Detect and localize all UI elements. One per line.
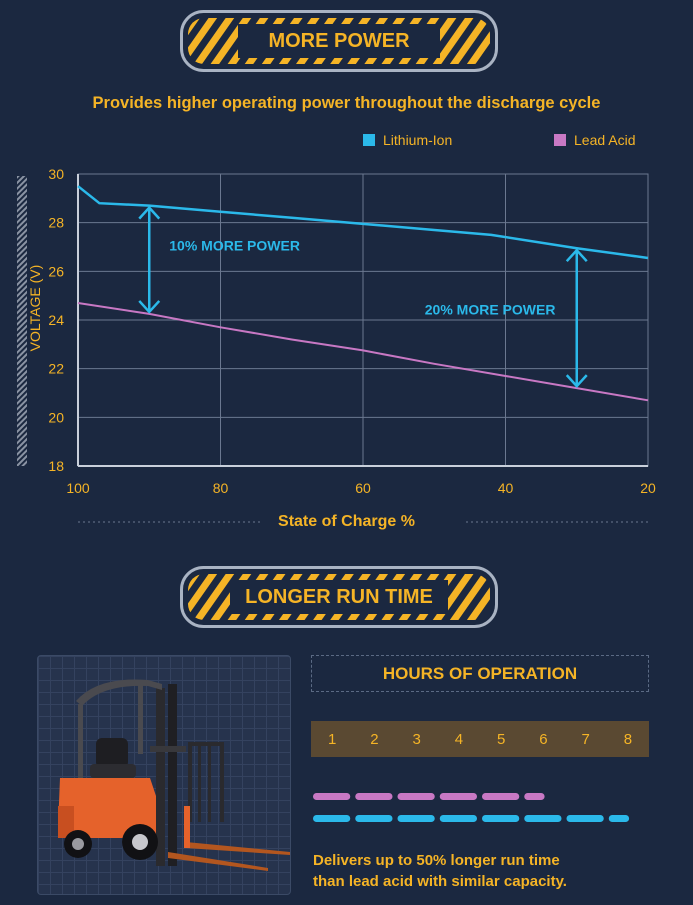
annotation-arrow: 10% MORE POWER: [138, 205, 300, 314]
legend-label-lead: Lead Acid: [574, 132, 636, 148]
y-tick-label: 28: [48, 215, 64, 231]
lead-acid-runtime-bar: [313, 793, 545, 800]
longer-run-time-banner: LONGER RUN TIME: [180, 566, 498, 628]
x-tick-label: 100: [66, 480, 90, 496]
hours-of-operation-heading: HOURS OF OPERATION: [311, 655, 649, 692]
runtime-segment: [397, 815, 435, 822]
runtime-segment: [355, 815, 393, 822]
legend-lead-acid: Lead Acid: [554, 132, 636, 148]
y-axis-stripe: [17, 176, 27, 466]
hour-tick: 7: [581, 730, 590, 748]
arrow-head-up: [565, 248, 588, 263]
hour-tick: 2: [370, 730, 379, 748]
y-tick-label: 18: [48, 458, 64, 474]
hour-tick: 1: [327, 730, 337, 748]
y-tick-label: 22: [48, 361, 64, 377]
runtime-segment: [524, 815, 562, 822]
runtime-description-line-2: than lead acid with similar capacity.: [313, 873, 567, 890]
runtime-segment: [313, 793, 351, 800]
more-power-banner: MORE POWER: [180, 10, 498, 72]
x-axis-label-rule: [78, 521, 648, 523]
runtime-bars: [313, 793, 630, 822]
banner-title: MORE POWER: [238, 24, 440, 58]
legend-swatch-lithium: [363, 134, 375, 146]
forklift-illustration: [58, 679, 290, 871]
hours-scale: 1 2 3 4 5 6 7 8: [311, 721, 649, 757]
runtime-segment: [355, 793, 393, 800]
x-tick-label: 80: [213, 480, 229, 496]
legend-lithium: Lithium-Ion: [363, 132, 452, 148]
y-tick-label: 26: [48, 263, 64, 279]
chart-title: Provides higher operating power througho…: [92, 94, 601, 112]
arrow-head-up: [138, 205, 161, 220]
y-tick-label: 30: [48, 166, 64, 182]
annotation-arrow: 20% MORE POWER: [425, 248, 588, 388]
lead-acid-line: [77, 301, 649, 402]
y-tick-label: 24: [48, 312, 64, 328]
runtime-segment: [397, 793, 435, 800]
runtime-segment: [313, 815, 351, 822]
runtime-segment: [566, 815, 604, 822]
legend-label-lithium: Lithium-Ion: [383, 132, 453, 148]
lithium-ion-line: [77, 185, 649, 260]
x-tick-label: 60: [355, 480, 371, 496]
x-axis-label: State of Charge %: [278, 513, 415, 530]
x-tick-label: 20: [640, 480, 656, 496]
hour-tick: 8: [623, 730, 633, 748]
runtime-segment: [482, 815, 520, 822]
annotation-label: 20% MORE POWER: [425, 301, 556, 317]
hour-tick: 3: [412, 730, 421, 748]
runtime-segment: [439, 793, 477, 800]
x-tick-label: 40: [498, 480, 514, 496]
y-tick-label: 20: [48, 409, 64, 425]
runtime-segment: [608, 815, 630, 822]
lithium-runtime-bar: [313, 815, 630, 822]
arrow-head-down: [138, 300, 161, 314]
runtime-description-line-1: Delivers up to 50% longer run time: [313, 852, 560, 869]
legend-swatch-lead: [554, 134, 566, 146]
runtime-segment: [482, 793, 520, 800]
hour-tick: 6: [539, 730, 548, 748]
forklift-image: [37, 655, 291, 895]
runtime-segment: [524, 793, 545, 800]
hour-tick: 4: [454, 730, 464, 748]
runtime-segment: [439, 815, 477, 822]
annotation-label: 10% MORE POWER: [169, 238, 300, 254]
voltage-chart: 30 28 26 24 22 20 18 100 80 60 40 20 10% MORE POWE…: [48, 166, 656, 496]
hour-tick: 5: [496, 730, 506, 748]
runtime-description: Delivers up to 50% longer run time than …: [313, 850, 643, 892]
banner-title: LONGER RUN TIME: [230, 580, 448, 614]
arrow-head-down: [565, 374, 588, 388]
